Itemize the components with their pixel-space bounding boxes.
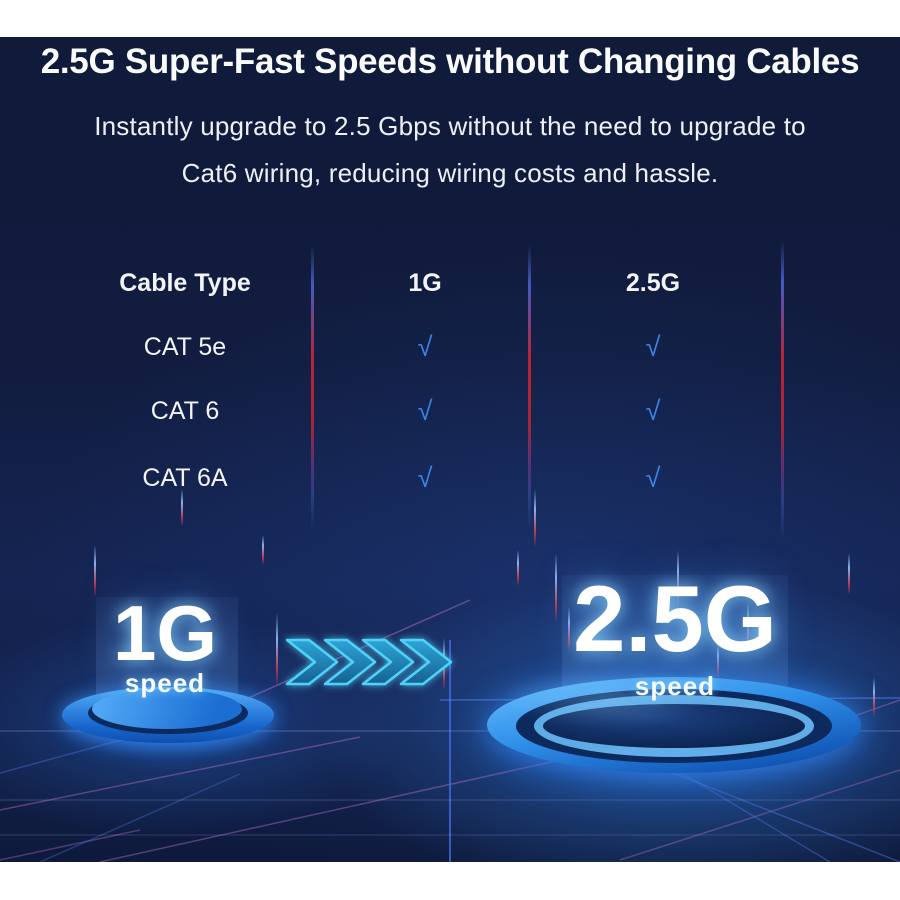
light-streak [555, 553, 557, 623]
check-icon: √ [417, 463, 433, 493]
light-streak [677, 550, 679, 610]
page-subtitle: Instantly upgrade to 2.5 Gbps without th… [0, 103, 900, 197]
platform-sheen [500, 669, 710, 727]
table-row: CAT 6 √ √ [0, 395, 900, 427]
light-streak [181, 489, 183, 527]
check-icon: √ [417, 332, 433, 362]
check-icon: √ [645, 396, 661, 426]
hero-canvas: 2.5G Super-Fast Speeds without Changing … [0, 37, 900, 862]
light-streak [528, 245, 531, 530]
platform-inner-ring [534, 695, 814, 757]
light-streak [717, 643, 719, 679]
table-row: CAT 6A √ √ [0, 462, 900, 494]
light-streak [534, 489, 536, 547]
check-icon: √ [645, 332, 661, 362]
light-streak [262, 535, 264, 565]
light-streak [781, 240, 784, 540]
light-streak [568, 607, 570, 651]
speed-value-1g: 1G [112, 589, 218, 677]
cable-type-label: CAT 6 [150, 397, 220, 425]
light-streak [873, 677, 875, 717]
col-header-1g: 1G [408, 269, 442, 297]
light-streak [848, 553, 850, 595]
light-streak [311, 245, 314, 530]
check-icon: √ [417, 396, 433, 426]
col-header-cable-type: Cable Type [119, 269, 251, 297]
table-row: CAT 5e √ √ [0, 331, 900, 363]
subtitle-line-1: Instantly upgrade to 2.5 Gbps without th… [94, 111, 806, 141]
chevron-right-icon [285, 638, 453, 686]
subtitle-line-2: Cat6 wiring, reducing wiring costs and h… [181, 158, 719, 188]
speed-value-2-5g: 2.5G [573, 566, 777, 671]
speed-label: speed [124, 668, 206, 698]
cable-type-label: CAT 5e [143, 333, 227, 361]
page-title: 2.5G Super-Fast Speeds without Changing … [40, 42, 860, 81]
cable-type-label: CAT 6A [142, 464, 228, 492]
light-streak [94, 545, 96, 597]
col-header-2-5g: 2.5G [625, 269, 681, 297]
light-streak [747, 603, 749, 651]
podium-top-surface [92, 689, 242, 729]
table-header-row: Cable Type 1G 2.5G [0, 267, 900, 299]
speed-label: speed [634, 671, 716, 701]
light-streak [276, 613, 278, 687]
check-icon: √ [645, 463, 661, 493]
light-streak [517, 550, 519, 586]
